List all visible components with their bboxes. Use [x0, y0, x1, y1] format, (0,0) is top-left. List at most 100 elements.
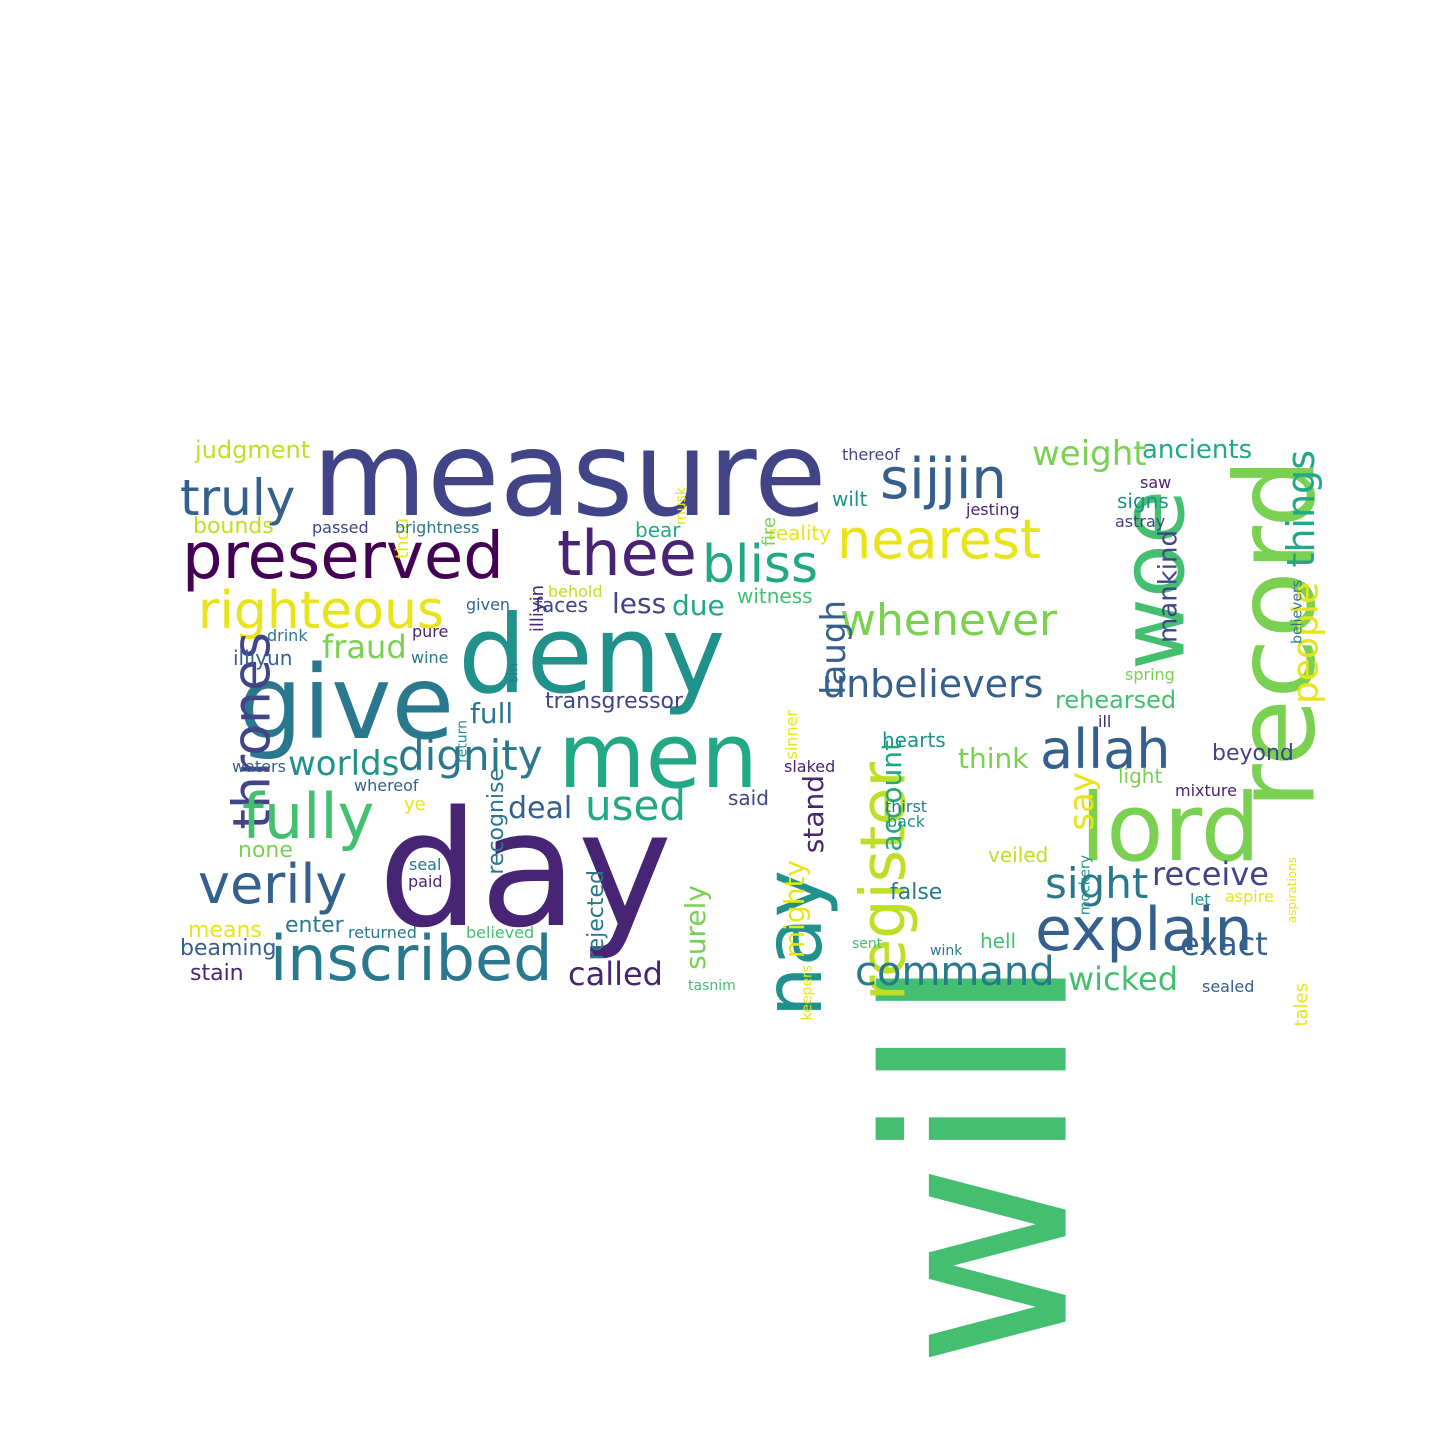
word-explain: explain — [1035, 895, 1253, 965]
word-whereof: whereof — [354, 776, 419, 795]
word-believed: believed — [466, 923, 534, 942]
word-transgressor: transgressor — [545, 689, 684, 714]
word-thee: thee — [557, 517, 697, 590]
word-ancients: ancients — [1142, 435, 1252, 465]
word-deny: deny — [458, 593, 725, 718]
word-verily: verily — [198, 853, 347, 916]
word-stand: stand — [797, 775, 830, 853]
word-say: say — [1062, 772, 1102, 831]
word-whenever: whenever — [840, 595, 1058, 646]
word-illiyin: illiyin — [527, 585, 548, 632]
word-sin: sin — [506, 663, 522, 683]
word-used: used — [585, 781, 686, 830]
word-return: return — [455, 720, 471, 763]
word-signs: signs — [1117, 489, 1169, 513]
word-men: men — [558, 704, 758, 809]
word-astray: astray — [1115, 512, 1165, 531]
word-will: will — [834, 955, 1125, 1368]
word-nay: nay — [747, 870, 840, 1017]
word-judgment: judgment — [194, 436, 310, 464]
word-pure: pure — [412, 622, 448, 641]
word-dignity: dignity — [398, 731, 543, 780]
word-truly: truly — [180, 469, 295, 527]
word-fire: fire — [759, 517, 780, 546]
word-worlds: worlds — [288, 744, 399, 784]
word-stain: stain — [190, 961, 244, 986]
word-people: people — [1286, 582, 1327, 704]
word-command: command — [855, 949, 1055, 995]
word-sight: sight — [1045, 859, 1148, 908]
word-called: called — [568, 955, 663, 993]
word-mighty: mighty — [778, 860, 811, 958]
word-thrones: thrones — [223, 632, 283, 829]
word-light: light — [1118, 764, 1162, 788]
word-veiled: veiled — [988, 843, 1048, 867]
word-preserved: preserved — [182, 520, 504, 594]
word-sijjin: sijjin — [880, 447, 1007, 512]
word-enter: enter — [285, 913, 345, 938]
word-saw: saw — [1140, 473, 1171, 492]
word-given: given — [466, 595, 510, 614]
word-aspire: aspire — [1225, 887, 1274, 906]
word-register: register — [846, 762, 919, 1002]
word-mankind: mankind — [1153, 530, 1183, 643]
word-rejected: rejected — [584, 870, 609, 960]
word-beyond: beyond — [1212, 741, 1294, 766]
word-drink: drink — [267, 626, 308, 645]
word-thereof: thereof — [842, 445, 900, 464]
word-deal: deal — [508, 791, 572, 826]
word-none: none — [238, 838, 293, 863]
word-means: means — [188, 918, 262, 943]
word-think: think — [958, 742, 1029, 775]
word-fraud: fraud — [322, 628, 407, 666]
word-said: said — [728, 786, 769, 810]
word-keepers: keepers — [800, 965, 816, 1020]
word-due: due — [672, 589, 725, 622]
word-inscribed: inscribed — [270, 922, 552, 995]
word-wilt: wilt — [832, 487, 867, 511]
word-returned: returned — [348, 923, 417, 942]
word-jesting: jesting — [965, 500, 1020, 519]
word-unbelievers: unbelievers — [822, 662, 1043, 706]
word-woe: woe — [1102, 490, 1205, 670]
word-account: account — [875, 740, 908, 852]
word-surely: surely — [679, 885, 712, 970]
word-give: give — [238, 644, 454, 763]
word-nearest: nearest — [837, 508, 1041, 571]
word-slaked: slaked — [784, 757, 835, 776]
word-mixture: mixture — [1175, 781, 1237, 800]
word-ill: ill — [1098, 712, 1111, 731]
word-tasnim: tasnim — [688, 978, 736, 994]
word-spring: spring — [1125, 665, 1175, 684]
word-thirst: thirst — [885, 797, 927, 816]
word-day: day — [378, 776, 672, 963]
word-allah: allah — [1040, 718, 1170, 781]
word-beaming: beaming — [180, 936, 276, 961]
word-back: back — [887, 812, 926, 831]
word-record: record — [1212, 458, 1340, 809]
word-sent: sent — [852, 936, 883, 952]
word-passed: passed — [312, 518, 369, 537]
word-laugh: laugh — [814, 600, 854, 695]
word-false: false — [890, 880, 942, 905]
word-wine: wine — [411, 648, 449, 667]
word-bliss: bliss — [702, 535, 818, 595]
word-weight: weight — [1032, 434, 1147, 474]
word-bounds: bounds — [193, 514, 274, 539]
word-tales: tales — [1291, 983, 1312, 1027]
word-illiyun: illiyun — [233, 646, 292, 670]
word-mockery: mockery — [1078, 855, 1094, 915]
word-brightness: brightness — [395, 518, 479, 537]
word-waters: waters — [232, 757, 286, 776]
word-rehearsed: rehearsed — [1055, 686, 1176, 714]
word-full: full — [470, 697, 513, 730]
word-bear: bear — [635, 518, 681, 542]
word-lord: lord — [1080, 774, 1260, 883]
word-believers: believers — [1290, 580, 1306, 644]
word-receive: receive — [1152, 855, 1269, 893]
word-less: less — [612, 587, 666, 620]
word-wink: wink — [930, 943, 963, 959]
word-things: things — [1279, 450, 1323, 568]
